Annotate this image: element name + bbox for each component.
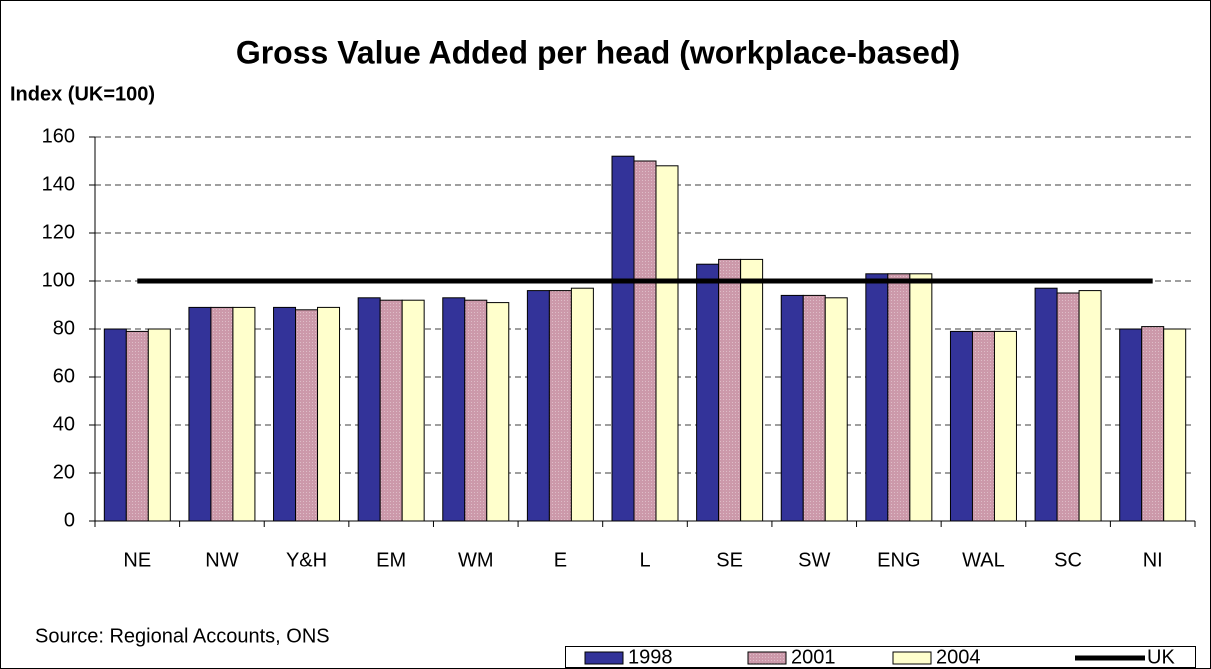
x-tick-label: L [639, 549, 650, 571]
bar [188, 306, 212, 522]
x-tick-label: EM [376, 549, 406, 571]
bar [611, 155, 635, 522]
bar [718, 258, 742, 522]
bar [802, 294, 826, 522]
bar [210, 306, 234, 522]
legend-box [565, 646, 1196, 668]
bar [401, 299, 425, 522]
source-note: Source: Regional Accounts, ONS [35, 625, 330, 647]
legend-label: 2004 [936, 646, 981, 668]
y-tick-label: 160 [42, 125, 75, 147]
x-tick-label: Y&H [286, 549, 327, 571]
y-tick-label: 140 [42, 173, 75, 195]
bar [273, 306, 297, 522]
legend-swatch [892, 651, 932, 665]
bar [824, 297, 848, 522]
x-tick-label: SC [1054, 549, 1082, 571]
legend-swatch [747, 651, 787, 665]
bar [655, 165, 679, 522]
bar [1056, 292, 1080, 522]
x-tick-label: NI [1143, 549, 1163, 571]
x-tick-label: E [554, 549, 567, 571]
x-tick-label: SW [798, 549, 830, 571]
bar [865, 273, 889, 522]
legend-label: UK [1147, 646, 1175, 668]
legend-swatch [584, 651, 624, 665]
y-tick-label: 120 [42, 221, 75, 243]
bar [103, 328, 127, 522]
y-tick-label: 20 [53, 461, 75, 483]
bar [780, 294, 804, 522]
x-tick-label: NW [205, 549, 238, 571]
bar [464, 299, 488, 522]
y-tick-label: 60 [53, 365, 75, 387]
y-tick-label: 40 [53, 413, 75, 435]
bar [971, 330, 995, 522]
bar [570, 287, 594, 522]
bar [486, 302, 510, 522]
bar [232, 306, 256, 522]
bar [295, 309, 319, 522]
bar [1163, 328, 1187, 522]
bar [1141, 326, 1165, 522]
bar [740, 258, 764, 522]
y-axis-label: Index (UK=100) [10, 83, 155, 105]
bar [696, 263, 720, 522]
bar [1034, 287, 1058, 522]
x-tick-label: SE [716, 549, 743, 571]
x-tick-label: WAL [962, 549, 1005, 571]
bar [993, 330, 1017, 522]
bar [357, 297, 381, 522]
bar [887, 273, 911, 522]
bar [317, 306, 341, 522]
bar [147, 328, 171, 522]
x-tick-label: ENG [877, 549, 920, 571]
bar [548, 290, 572, 522]
bar [379, 299, 403, 522]
bar [909, 273, 933, 522]
legend-label: 1998 [628, 646, 673, 668]
y-tick-label: 80 [53, 317, 75, 339]
bar [526, 290, 550, 522]
legend-label: 2001 [791, 646, 836, 668]
y-tick-label: 100 [42, 269, 75, 291]
bar [125, 330, 149, 522]
bar [633, 160, 657, 522]
bar [442, 297, 466, 522]
bar [1078, 290, 1102, 522]
x-tick-label: WM [458, 549, 494, 571]
x-tick-label: NE [123, 549, 151, 571]
chart-title: Gross Value Added per head (workplace-ba… [236, 34, 960, 70]
y-tick-label: 0 [64, 509, 75, 531]
bar [949, 330, 973, 522]
bar [1119, 328, 1143, 522]
